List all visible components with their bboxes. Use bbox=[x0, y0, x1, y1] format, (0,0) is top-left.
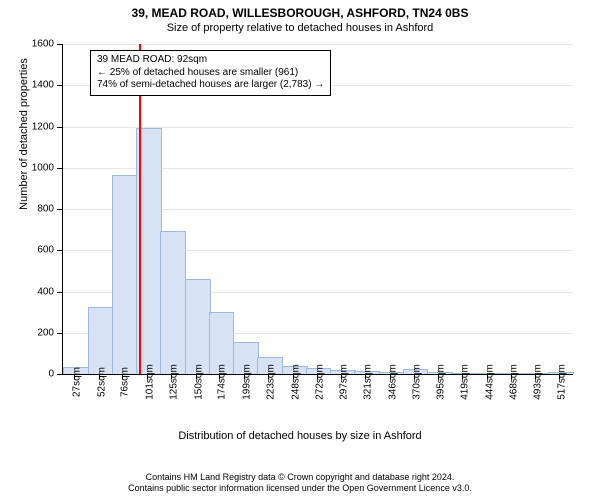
x-tick-label: 468sqm bbox=[508, 364, 519, 400]
x-tick-label: 76sqm bbox=[120, 367, 131, 397]
x-axis-title: Distribution of detached houses by size … bbox=[0, 430, 600, 442]
footer-line1: Contains HM Land Registry data © Crown c… bbox=[0, 472, 600, 483]
y-tick-label: 400 bbox=[24, 286, 54, 297]
infobox-line: 74% of semi-detached houses are larger (… bbox=[97, 79, 324, 92]
histogram-bar bbox=[112, 175, 138, 374]
y-tick bbox=[57, 168, 62, 169]
x-tick-label: 444sqm bbox=[484, 364, 495, 400]
y-tick-label: 800 bbox=[24, 204, 54, 215]
x-tick-label: 150sqm bbox=[193, 364, 204, 400]
chart-title-line1: 39, MEAD ROAD, WILLESBOROUGH, ASHFORD, T… bbox=[0, 6, 600, 20]
y-tick bbox=[57, 44, 62, 45]
chart-container: 39, MEAD ROAD, WILLESBOROUGH, ASHFORD, T… bbox=[0, 0, 600, 500]
chart-title-line2: Size of property relative to detached ho… bbox=[0, 22, 600, 34]
x-tick-label: 125sqm bbox=[168, 364, 179, 400]
x-tick-label: 493sqm bbox=[533, 364, 544, 400]
x-tick-label: 174sqm bbox=[217, 364, 228, 400]
x-tick-label: 419sqm bbox=[460, 364, 471, 400]
y-tick-label: 200 bbox=[24, 327, 54, 338]
y-tick-label: 1400 bbox=[24, 80, 54, 91]
y-tick bbox=[57, 85, 62, 86]
y-tick bbox=[57, 127, 62, 128]
histogram-bar bbox=[88, 307, 114, 374]
x-tick-label: 370sqm bbox=[411, 364, 422, 400]
y-tick bbox=[57, 374, 62, 375]
footer-line2: Contains public sector information licen… bbox=[0, 483, 600, 494]
y-tick-label: 600 bbox=[24, 245, 54, 256]
infobox-line: 39 MEAD ROAD: 92sqm bbox=[97, 54, 324, 67]
y-tick bbox=[57, 292, 62, 293]
y-tick bbox=[57, 209, 62, 210]
histogram-bar bbox=[185, 279, 211, 374]
x-tick-label: 346sqm bbox=[387, 364, 398, 400]
y-tick bbox=[57, 333, 62, 334]
y-tick-label: 1600 bbox=[24, 39, 54, 50]
x-tick-label: 321sqm bbox=[363, 364, 374, 400]
x-tick-label: 395sqm bbox=[436, 364, 447, 400]
x-tick-label: 199sqm bbox=[242, 364, 253, 400]
x-tick-label: 223sqm bbox=[265, 364, 276, 400]
footer-attribution: Contains HM Land Registry data © Crown c… bbox=[0, 472, 600, 494]
x-tick-label: 272sqm bbox=[314, 364, 325, 400]
infobox-line: ← 25% of detached houses are smaller (96… bbox=[97, 67, 324, 80]
marker-infobox: 39 MEAD ROAD: 92sqm← 25% of detached hou… bbox=[90, 50, 331, 96]
x-tick-label: 248sqm bbox=[290, 364, 301, 400]
x-tick-label: 101sqm bbox=[145, 364, 156, 400]
x-tick-label: 27sqm bbox=[71, 367, 82, 397]
y-tick-label: 1000 bbox=[24, 162, 54, 173]
y-tick-label: 1200 bbox=[24, 121, 54, 132]
x-tick-label: 297sqm bbox=[339, 364, 350, 400]
x-tick-label: 52sqm bbox=[96, 367, 107, 397]
y-tick-label: 0 bbox=[24, 369, 54, 380]
histogram-bar bbox=[160, 231, 186, 374]
x-tick-label: 517sqm bbox=[557, 364, 568, 400]
y-tick bbox=[57, 250, 62, 251]
